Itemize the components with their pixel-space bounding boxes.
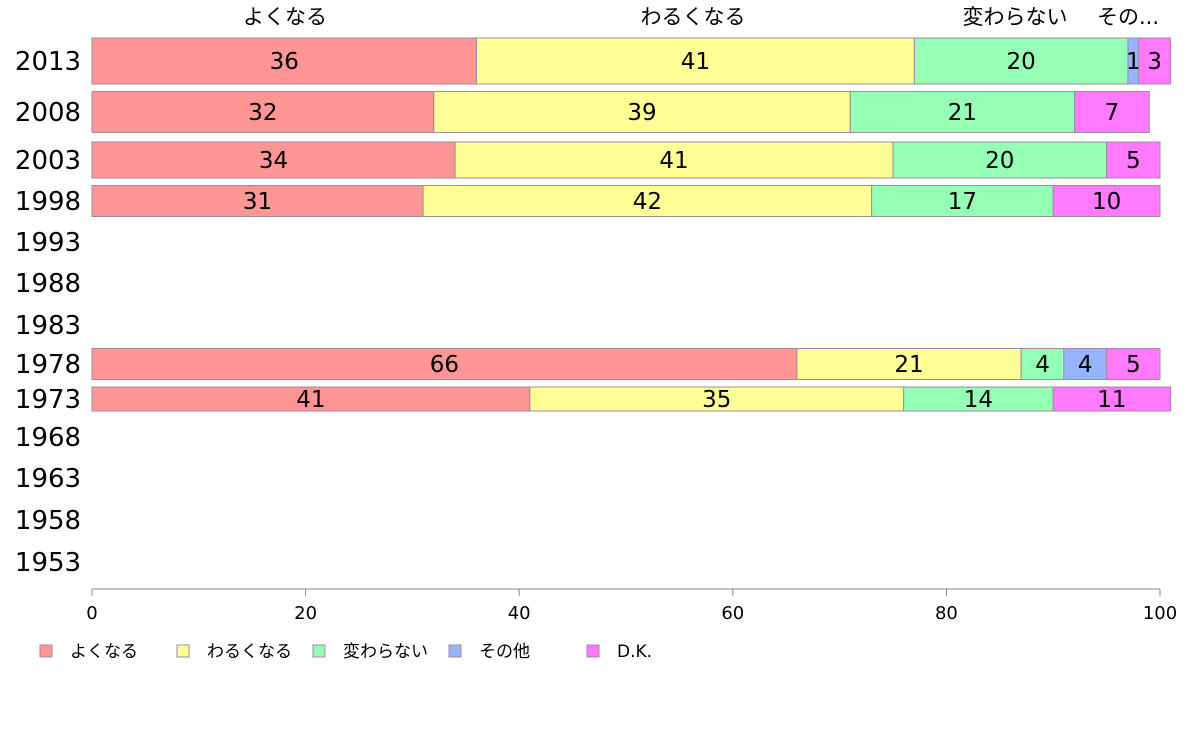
year-label: 1963 bbox=[15, 464, 81, 494]
bar-segment bbox=[529, 386, 905, 412]
x-tick-label: 100 bbox=[1143, 603, 1177, 624]
bar-segment bbox=[91, 141, 456, 179]
year-label: 2003 bbox=[15, 146, 81, 176]
bar-value-label: 1 bbox=[1126, 49, 1141, 75]
year-label: 1953 bbox=[15, 548, 81, 578]
bar-segment bbox=[1052, 185, 1161, 217]
year-label: 1983 bbox=[15, 311, 81, 341]
bar-segment bbox=[796, 348, 1022, 380]
bar-segment bbox=[422, 185, 873, 217]
bar-value-label: 41 bbox=[681, 49, 710, 75]
bar-segment bbox=[475, 37, 915, 85]
bar-segment bbox=[903, 386, 1054, 412]
bar-value-label: 14 bbox=[964, 387, 993, 413]
year-label: 2008 bbox=[15, 98, 81, 128]
bar-value-label: 41 bbox=[659, 148, 688, 174]
legend: よくなる わるくなる 変わらない その他 D.K. bbox=[39, 642, 652, 662]
bar-segment bbox=[91, 91, 435, 133]
bar-value-label: 31 bbox=[243, 189, 272, 215]
bar-segment bbox=[1106, 348, 1161, 380]
year-label: 1973 bbox=[15, 385, 81, 415]
bars-group: 36 41 20 1 3 32 39 21 7 34 41 20 5 31 42 17 10 66 21 4 4 5 41 3… bbox=[91, 37, 1172, 413]
year-label: 1988 bbox=[15, 269, 81, 299]
x-axis: 0 20 40 60 80 100 bbox=[86, 588, 1177, 624]
bar-value-label: 4 bbox=[1035, 352, 1050, 378]
x-tick-label: 0 bbox=[86, 603, 97, 624]
x-tick-label: 80 bbox=[935, 603, 958, 624]
column-header-labels: よくなる わるくなる 変わらない その... bbox=[243, 5, 1159, 29]
bar-segment bbox=[871, 185, 1054, 217]
legend-swatch bbox=[448, 644, 462, 658]
bar-value-label: 39 bbox=[627, 100, 656, 126]
column-label: わるくなる bbox=[641, 5, 746, 29]
year-label: 1978 bbox=[15, 350, 81, 380]
bar-value-label: 17 bbox=[948, 189, 977, 215]
column-label: 変わらない bbox=[963, 5, 1068, 29]
legend-label: わるくなる bbox=[207, 642, 292, 662]
x-tick-label: 40 bbox=[508, 603, 531, 624]
bar-value-label: 42 bbox=[633, 189, 662, 215]
bar-value-label: 4 bbox=[1078, 352, 1093, 378]
bar-segment bbox=[1020, 348, 1065, 380]
bar-value-label: 20 bbox=[985, 148, 1014, 174]
column-label: その... bbox=[1097, 5, 1159, 29]
bar-segment bbox=[913, 37, 1129, 85]
bar-segment bbox=[1138, 37, 1172, 85]
x-tick-label: 20 bbox=[294, 603, 317, 624]
bar-value-label: 5 bbox=[1126, 148, 1141, 174]
bar-value-label: 66 bbox=[430, 352, 459, 378]
bar-value-label: 20 bbox=[1007, 49, 1036, 75]
year-label: 1998 bbox=[15, 187, 81, 217]
legend-label: その他 bbox=[479, 642, 530, 662]
bar-segment bbox=[1052, 386, 1172, 412]
bar-segment bbox=[91, 37, 477, 85]
bar-value-label: 34 bbox=[259, 148, 288, 174]
year-label: 1993 bbox=[15, 228, 81, 258]
bar-value-label: 36 bbox=[270, 49, 299, 75]
bar-value-label: 7 bbox=[1105, 100, 1120, 126]
bar-segment bbox=[91, 348, 798, 380]
legend-label: D.K. bbox=[617, 642, 652, 662]
x-tick-label: 60 bbox=[721, 603, 744, 624]
legend-swatch bbox=[586, 644, 600, 658]
year-label: 2013 bbox=[15, 47, 81, 77]
legend-label: よくなる bbox=[70, 642, 138, 662]
bar-value-label: 35 bbox=[702, 387, 731, 413]
column-label: よくなる bbox=[243, 5, 327, 29]
bar-value-label: 3 bbox=[1147, 49, 1162, 75]
year-label: 1958 bbox=[15, 506, 81, 536]
legend-swatch bbox=[39, 644, 53, 658]
bar-segment bbox=[91, 185, 424, 217]
bar-value-label: 32 bbox=[248, 100, 277, 126]
bar-value-label: 10 bbox=[1092, 189, 1121, 215]
bar-segment bbox=[433, 91, 851, 133]
bar-segment bbox=[849, 91, 1076, 133]
legend-label: 変わらない bbox=[343, 642, 428, 662]
bar-value-label: 11 bbox=[1097, 387, 1126, 413]
bar-segment bbox=[1063, 348, 1108, 380]
bar-value-label: 41 bbox=[296, 387, 325, 413]
legend-swatch bbox=[312, 644, 326, 658]
year-label: 1968 bbox=[15, 423, 81, 453]
bar-value-label: 5 bbox=[1126, 352, 1141, 378]
bar-segment bbox=[892, 141, 1108, 179]
bar-segment bbox=[91, 386, 531, 412]
bar-value-label: 21 bbox=[948, 100, 977, 126]
bar-value-label: 21 bbox=[894, 352, 923, 378]
legend-swatch bbox=[176, 644, 190, 658]
year-axis-labels: 2013 2008 2003 1998 1993 1988 1983 1978 1973 1968… bbox=[15, 47, 81, 578]
bar-segment bbox=[1074, 91, 1150, 133]
bar-segment bbox=[1106, 141, 1161, 179]
